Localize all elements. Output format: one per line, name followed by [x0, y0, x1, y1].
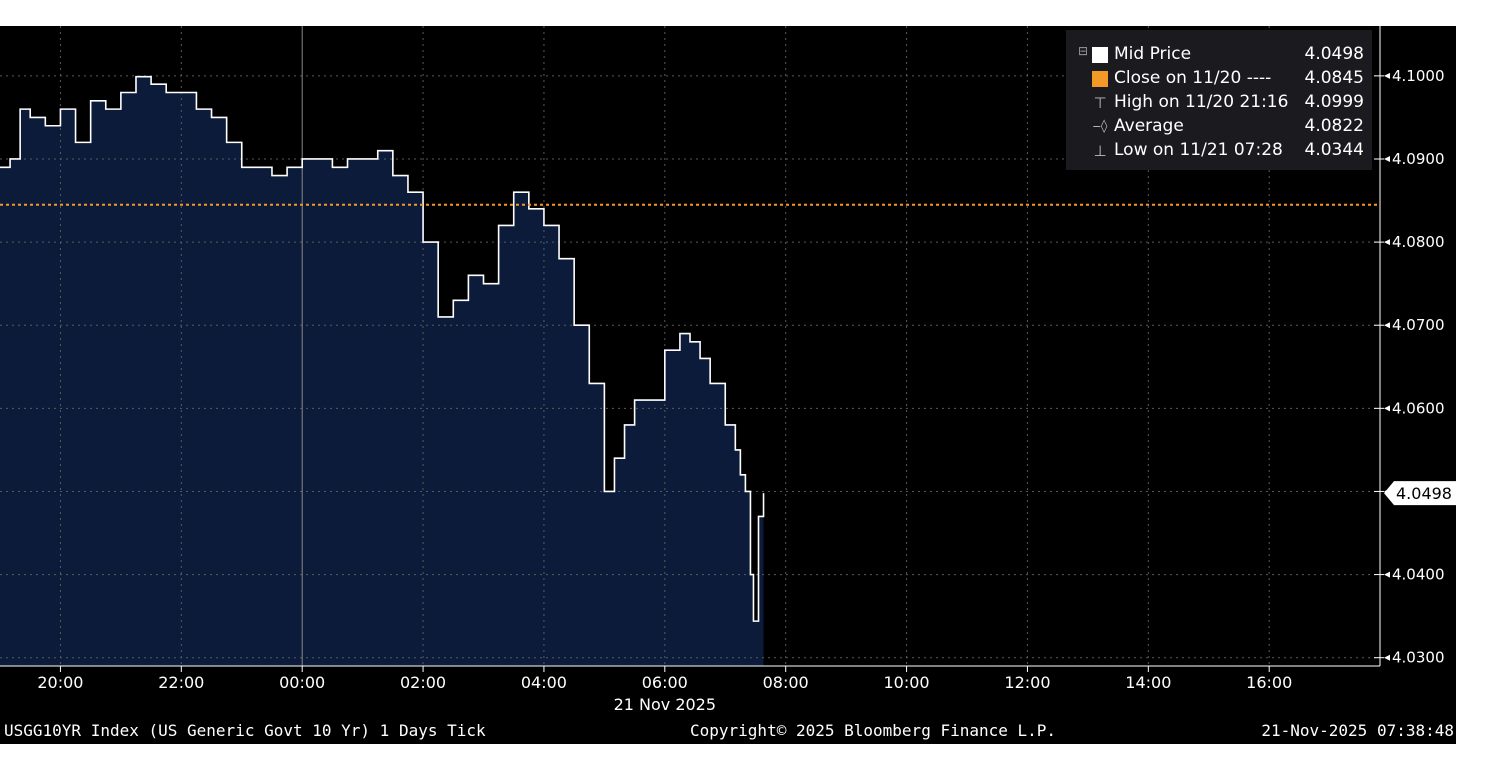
legend-row-low: ⊥ Low on 11/21 07:28 4.0344	[1066, 140, 1372, 164]
y-tick-label: 4.0600	[1392, 399, 1445, 417]
copyright-text: Copyright© 2025 Bloomberg Finance L.P.	[690, 721, 1057, 740]
x-tick-label: 10:00	[884, 673, 930, 692]
y-tick-arrow	[1384, 405, 1390, 412]
price-line	[0, 75, 765, 622]
average-marker-icon: ‒◊	[1092, 119, 1108, 134]
y-tick-arrow	[1384, 72, 1390, 79]
x-tick-label: 08:00	[763, 673, 809, 692]
y-tick-arrow	[1384, 155, 1390, 162]
x-tick-label: 16:00	[1246, 673, 1292, 692]
chart-panel: 4.03004.04004.05004.06004.07004.08004.09…	[0, 26, 1456, 744]
footer-bar: USGG10YR Index (US Generic Govt 10 Yr) 1…	[0, 718, 1456, 744]
x-tick-label: 06:00	[642, 673, 688, 692]
x-tick-label: 12:00	[1004, 673, 1050, 692]
y-tick-arrow	[1384, 571, 1390, 578]
y-tick-label: 4.1000	[1392, 67, 1445, 85]
legend-label: High on 11/20 21:16	[1114, 92, 1289, 112]
legend-label: Mid Price	[1114, 44, 1192, 64]
legend-label: Average	[1114, 116, 1184, 136]
x-date-label: 21 Nov 2025	[614, 695, 716, 714]
legend-value: 4.0498	[1304, 44, 1364, 64]
legend-value: 4.0822	[1304, 116, 1364, 136]
white-square-icon	[1092, 47, 1108, 63]
low-marker-icon: ⊥	[1093, 142, 1107, 160]
collapse-icon[interactable]: ⊟	[1078, 44, 1089, 58]
y-tick-label: 4.0300	[1392, 649, 1445, 667]
x-tick-label: 22:00	[158, 673, 204, 692]
y-tick-label: 4.0900	[1392, 150, 1445, 168]
y-tick-arrow	[1384, 239, 1390, 246]
price-chart: 4.03004.04004.05004.06004.07004.08004.09…	[0, 26, 1456, 714]
x-tick-label: 20:00	[37, 673, 83, 692]
last-value-marker	[1384, 481, 1456, 506]
legend-row-mid-price: ⊟ Mid Price 4.0498	[1066, 44, 1372, 68]
y-tick-arrow	[1384, 322, 1390, 329]
x-tick-label: 02:00	[400, 673, 446, 692]
y-tick-label: 4.0400	[1392, 566, 1445, 584]
legend-value: 4.0344	[1304, 140, 1364, 160]
timestamp: 21-Nov-2025 07:38:48	[1261, 721, 1454, 740]
price-area	[0, 76, 764, 666]
legend-row-close: Close on 11/20 ---- 4.0845	[1066, 68, 1372, 92]
legend: ⊟ Mid Price 4.0498 Close on 11/20 ---- 4…	[1066, 30, 1372, 170]
legend-label: Close on 11/20 ----	[1114, 68, 1272, 88]
legend-row-average: ‒◊ Average 4.0822	[1066, 116, 1372, 140]
legend-row-high: ⊤ High on 11/20 21:16 4.0999	[1066, 92, 1372, 116]
last-value-label: 4.0498	[1396, 484, 1452, 503]
high-marker-icon: ⊤	[1093, 94, 1107, 112]
x-tick-label: 00:00	[279, 673, 325, 692]
x-tick-label: 04:00	[521, 673, 567, 692]
legend-value: 4.0845	[1304, 68, 1364, 88]
orange-square-icon	[1092, 71, 1108, 87]
x-tick-label: 14:00	[1125, 673, 1171, 692]
y-tick-arrow	[1384, 654, 1390, 661]
legend-value: 4.0999	[1304, 92, 1364, 112]
y-tick-label: 4.0800	[1392, 233, 1445, 251]
security-description: USGG10YR Index (US Generic Govt 10 Yr) 1…	[4, 721, 486, 740]
y-tick-label: 4.0700	[1392, 316, 1445, 334]
legend-label: Low on 11/21 07:28	[1114, 140, 1283, 160]
